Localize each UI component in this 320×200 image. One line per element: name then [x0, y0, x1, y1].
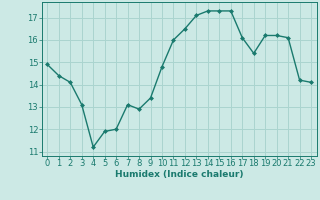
X-axis label: Humidex (Indice chaleur): Humidex (Indice chaleur): [115, 170, 244, 179]
